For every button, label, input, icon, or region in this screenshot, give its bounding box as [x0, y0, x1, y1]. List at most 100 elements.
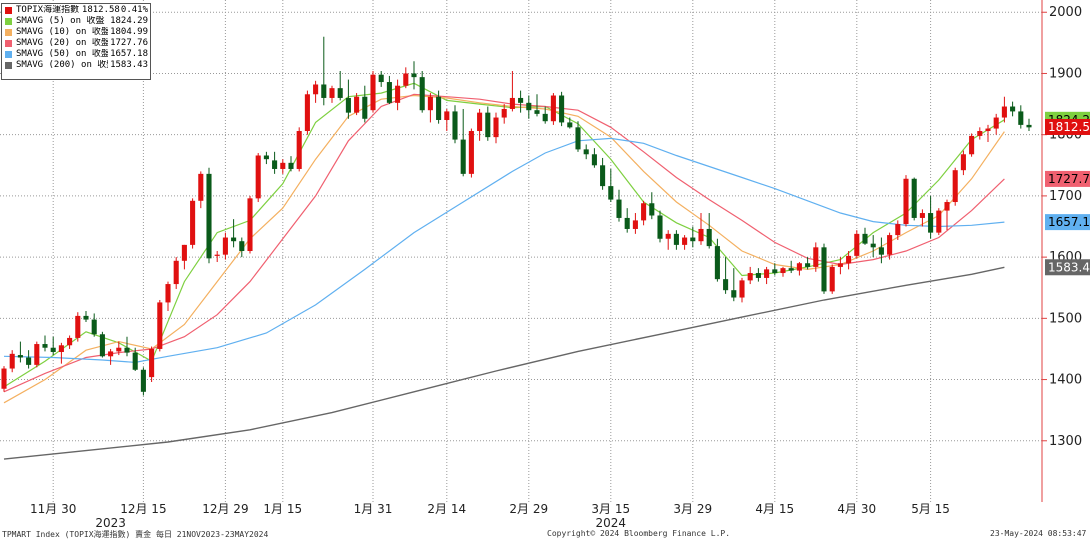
- candle-body: [280, 162, 286, 169]
- legend-item-sma50: SMAVG (50) on 收盤 1657.18: [2, 49, 150, 60]
- last-value-box: [1045, 259, 1090, 276]
- ma-line: [3, 266, 1005, 460]
- candle-body: [149, 348, 155, 378]
- candle-body: [550, 95, 556, 122]
- candle-body: [887, 235, 893, 255]
- x-tick-label: 4月 15: [755, 502, 794, 516]
- last-value-box: [1045, 118, 1090, 135]
- candle-body: [895, 224, 901, 236]
- candle-body: [919, 213, 925, 218]
- candle-body: [214, 254, 220, 256]
- candle-body: [386, 82, 392, 103]
- candle-body: [231, 237, 237, 242]
- candle-body: [1010, 106, 1016, 112]
- candle-body: [9, 353, 15, 369]
- candle-body: [870, 243, 876, 248]
- candle-body: [116, 347, 122, 352]
- candle-body: [862, 233, 868, 244]
- candle-body: [1, 368, 7, 389]
- candle-body: [805, 263, 811, 267]
- x-tick-label: 2月 29: [509, 502, 548, 516]
- x-tick-label: 12月 29: [202, 502, 248, 516]
- candle-body: [788, 268, 794, 271]
- candle-body: [673, 233, 679, 245]
- candle-body: [764, 269, 770, 278]
- candle-body: [239, 241, 245, 251]
- x-tick-label: 4月 30: [837, 502, 876, 516]
- candle-body: [181, 244, 187, 261]
- x-tick-label: 1月 31: [354, 502, 393, 516]
- candle-body: [444, 111, 450, 120]
- candle-body: [460, 139, 466, 174]
- legend-swatch: [5, 62, 12, 69]
- candle-body: [378, 74, 384, 83]
- candle-body: [813, 247, 819, 267]
- candle-body: [329, 88, 335, 98]
- grid-lines: [0, 0, 1042, 502]
- last-value-text: 1812.58: [1048, 120, 1090, 134]
- footer-center: Copyright© 2024 Bloomberg Finance L.P.: [547, 529, 731, 538]
- legend-swatch: [5, 7, 12, 14]
- candle-body: [91, 319, 97, 335]
- candle-body: [362, 96, 368, 119]
- candle-body: [559, 95, 565, 123]
- candle-body: [26, 357, 32, 365]
- candle-body: [641, 203, 647, 221]
- x-tick-label: 3月 29: [673, 502, 712, 516]
- candle-body: [829, 266, 835, 292]
- candle-body: [755, 273, 761, 278]
- candle-body: [854, 233, 860, 256]
- legend-item-price: TOPIX海運指數 - 最新價 1812.58 0.41%: [2, 5, 150, 16]
- candle-body: [67, 337, 73, 346]
- legend-label: SMAVG (5) on 收盤: [16, 16, 105, 26]
- candle-body: [846, 255, 852, 264]
- candle-body: [944, 202, 950, 211]
- candle-body: [296, 131, 302, 169]
- candle-body: [575, 127, 581, 150]
- candle-body: [837, 263, 843, 267]
- candle-body: [690, 237, 696, 242]
- candle-body: [977, 131, 983, 136]
- last-value-box: [1045, 214, 1090, 231]
- candle-body: [878, 247, 884, 255]
- legend-swatch: [5, 18, 12, 25]
- candle-body: [993, 117, 999, 129]
- legend-label: SMAVG (10) on 收盤: [16, 27, 108, 37]
- candle-body: [222, 237, 228, 255]
- candle-body: [124, 347, 130, 353]
- candle-body: [1018, 111, 1024, 125]
- candle-body: [75, 315, 81, 338]
- legend-value: 1583.43: [110, 60, 148, 70]
- candle-body: [542, 113, 548, 122]
- legend-label: SMAVG (20) on 收盤: [16, 38, 108, 48]
- candle-body: [526, 102, 532, 111]
- candle-body: [34, 344, 40, 365]
- candle-body: [583, 149, 589, 155]
- candle-body: [165, 284, 171, 303]
- candle-body: [17, 355, 23, 358]
- candle-body: [567, 122, 573, 128]
- candle-body: [403, 73, 409, 86]
- candle-body: [395, 85, 401, 103]
- legend-value: 1824.29: [110, 16, 148, 26]
- candle-body: [272, 160, 278, 169]
- y-tick-label: 1700: [1049, 189, 1082, 204]
- candle-body: [739, 280, 745, 298]
- candle-body: [157, 302, 163, 349]
- legend-value: 1657.18: [110, 49, 148, 59]
- candle-body: [419, 77, 425, 111]
- candle-body: [140, 369, 146, 392]
- candle-body: [731, 290, 737, 298]
- candle-body: [411, 73, 417, 78]
- y-tick-label: 2000: [1049, 5, 1082, 20]
- y-tick-label: 1300: [1049, 434, 1082, 449]
- candle-body: [42, 344, 48, 348]
- last-value-text: 1657.18: [1048, 215, 1090, 229]
- candle-body: [608, 186, 614, 200]
- candle-body: [132, 352, 138, 370]
- candle-body: [624, 217, 630, 229]
- candle-body: [468, 131, 474, 174]
- candle-body: [509, 97, 515, 109]
- legend-swatch: [5, 51, 12, 58]
- candle-body: [263, 155, 269, 160]
